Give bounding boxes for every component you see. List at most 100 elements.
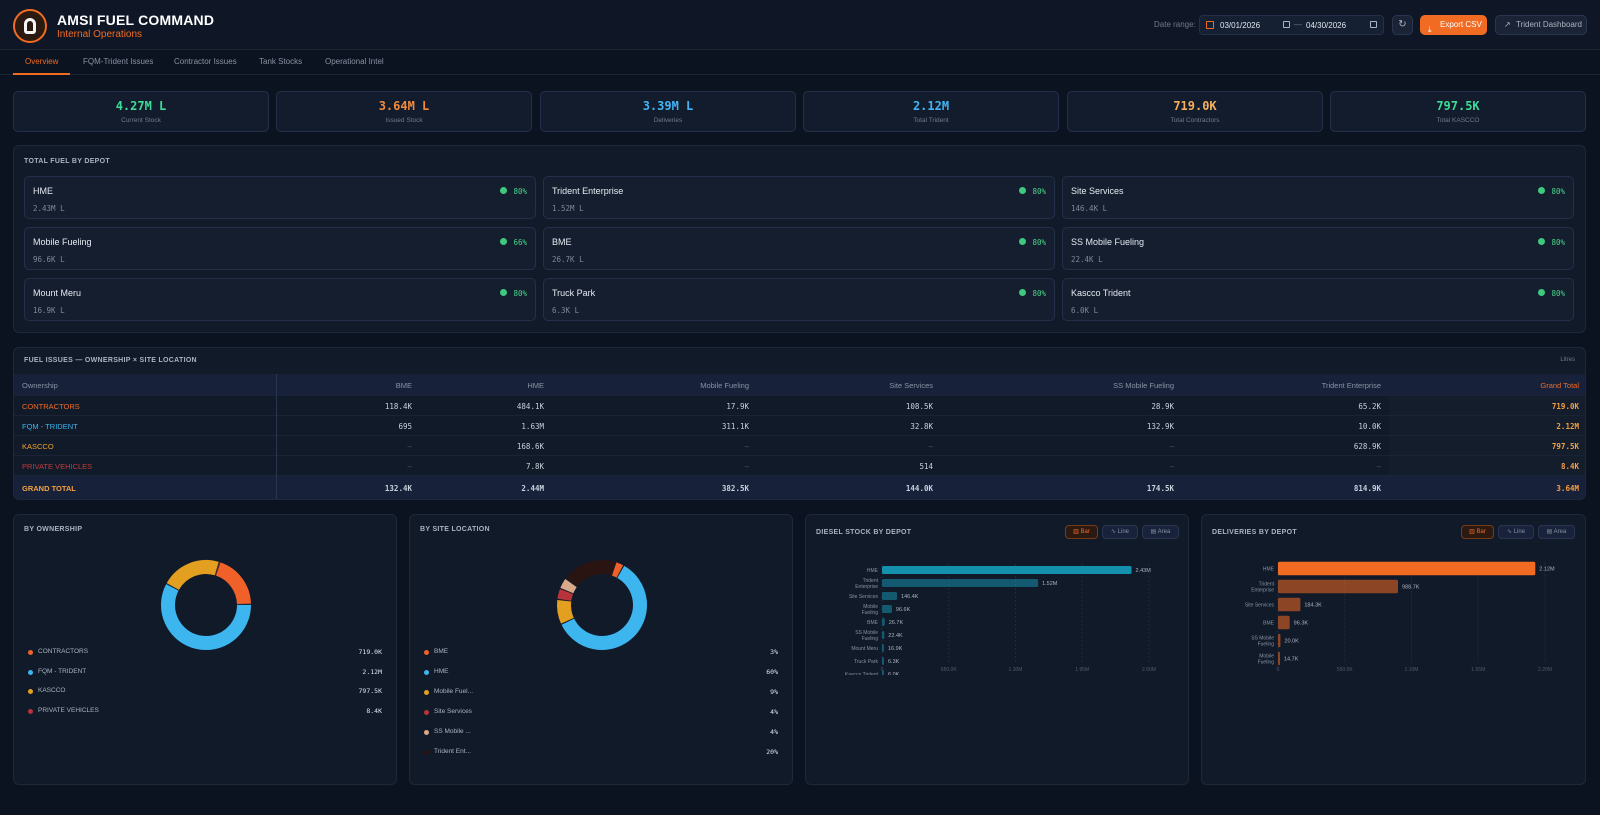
legend-item[interactable]: SS Mobile ... 4% — [410, 728, 792, 738]
depot-card[interactable]: Kascco Trident 6.0K L 80% — [1062, 278, 1574, 321]
export-csv-button[interactable]: ⤓ Export CSV — [1420, 15, 1487, 35]
tab-overview[interactable]: Overview — [25, 57, 59, 66]
depot-value: 96.6K L — [33, 255, 65, 264]
depot-name: SS Mobile Fueling — [1071, 237, 1145, 247]
toggle-area[interactable]: ▤ Area — [1538, 525, 1575, 539]
legend-item[interactable]: HME 60% — [410, 668, 792, 678]
depot-name: HME — [33, 186, 53, 196]
legend-label: BME — [434, 648, 449, 655]
bar[interactable] — [882, 618, 885, 626]
legend-item[interactable]: Site Services 4% — [410, 708, 792, 718]
donut-slice[interactable] — [161, 584, 251, 650]
donut-slice[interactable] — [611, 562, 624, 578]
donut-slice[interactable] — [557, 599, 574, 624]
kpi-deliveries: 3.39M L Deliveries — [540, 91, 796, 132]
bar[interactable] — [882, 644, 884, 652]
toggle-line[interactable]: ∿ Line — [1498, 525, 1534, 539]
donut-slice[interactable] — [166, 560, 219, 591]
date-to-input[interactable]: 04/30/2026 — [1306, 21, 1347, 30]
donut-slice[interactable] — [560, 579, 577, 594]
depot-value: 16.9K L — [33, 306, 65, 315]
bar[interactable] — [882, 592, 898, 600]
legend-label: HME — [434, 668, 449, 675]
bar[interactable] — [1278, 615, 1290, 630]
kpi-label: Current Stock — [121, 117, 161, 124]
bar[interactable] — [882, 579, 1039, 587]
tab-tank-stocks[interactable]: Tank Stocks — [259, 57, 303, 66]
depot-name: Site Services — [1071, 186, 1124, 196]
toggle-line[interactable]: ∿ Line — [1102, 525, 1138, 539]
date-to-calendar-icon[interactable] — [1370, 21, 1377, 28]
calendar-icon — [1206, 21, 1214, 29]
bar-value-label: 2.43M — [1136, 568, 1152, 574]
x-tick-label: 2.60M — [1142, 667, 1156, 673]
depot-value: 22.4K L — [1071, 255, 1103, 264]
ownership-cell: PRIVATE VEHICLES — [22, 462, 93, 471]
bar[interactable] — [1278, 561, 1536, 576]
legend-label: KASCCO — [38, 687, 66, 694]
donut-slice[interactable] — [565, 560, 616, 587]
legend-item[interactable]: BME 3% — [410, 648, 792, 658]
donut-slice[interactable] — [557, 588, 574, 601]
bar[interactable] — [1278, 579, 1398, 594]
depot-card[interactable]: Trident Enterprise 1.52M L 80% — [543, 176, 1055, 219]
legend-value: 9% — [770, 688, 778, 696]
toggle-bar[interactable]: ▥ Bar — [1065, 525, 1098, 539]
bar[interactable] — [882, 605, 892, 613]
depot-percent: 80% — [1551, 187, 1565, 196]
bar[interactable] — [1278, 651, 1280, 666]
depot-card[interactable]: HME 2.43M L 80% — [24, 176, 536, 219]
header-hme: HME — [527, 381, 544, 390]
depot-card[interactable]: BME 26.7K L 80% — [543, 227, 1055, 270]
depot-card[interactable]: Mobile Fueling 96.6K L 66% — [24, 227, 536, 270]
tab-fqm-trident-issues[interactable]: FQM-Trident Issues — [83, 57, 154, 66]
toggle-area[interactable]: ▤ Area — [1142, 525, 1179, 539]
toggle-bar[interactable]: ▥ Bar — [1461, 525, 1494, 539]
kpi-value: 3.64M L — [378, 99, 430, 113]
y-tick-label: HME — [867, 568, 879, 574]
depot-card[interactable]: Mount Meru 16.9K L 80% — [24, 278, 536, 321]
legend-label: Site Services — [434, 708, 472, 715]
bar[interactable] — [1278, 633, 1281, 648]
trident-dashboard-button[interactable]: ↗ Trident Dashboard — [1495, 15, 1587, 35]
donut-slice[interactable] — [561, 565, 647, 650]
x-tick-label: 2.20M — [1538, 667, 1552, 673]
depot-percent: 80% — [513, 289, 527, 298]
panel-title: BY OWNERSHIP — [24, 526, 83, 533]
value-cell: — — [744, 462, 749, 471]
depot-card[interactable]: Site Services 146.4K L 80% — [1062, 176, 1574, 219]
date-from-input[interactable]: 03/01/2026 — [1220, 21, 1261, 30]
status-dot-icon — [1019, 289, 1026, 296]
bar[interactable] — [882, 631, 885, 639]
bar-value-label: 96.3K — [1294, 621, 1309, 627]
date-from-calendar-icon[interactable] — [1283, 21, 1290, 28]
download-icon: ⤓ — [1428, 25, 1432, 34]
bar[interactable] — [1278, 597, 1301, 612]
grand-total-cell: 719.0K — [1551, 402, 1579, 411]
tab-operational-intel[interactable]: Operational Intel — [325, 57, 384, 66]
legend-item[interactable]: Mobile Fuel... 9% — [410, 688, 792, 698]
legend-item[interactable]: KASCCO 797.5K — [14, 687, 396, 697]
status-dot-icon — [500, 238, 507, 245]
bar-value-label: 988.7K — [1402, 585, 1420, 591]
panel-title: TOTAL FUEL BY DEPOT — [24, 158, 110, 165]
legend-item[interactable]: PRIVATE VEHICLES 8.4K — [14, 707, 396, 717]
depot-value: 2.43M L — [33, 204, 65, 213]
legend-item[interactable]: CONTRACTORS 719.0K — [14, 648, 396, 658]
y-tick-label: BME — [1263, 621, 1275, 627]
total-fuel-by-depot-panel: TOTAL FUEL BY DEPOT HME 2.43M L 80% Trident… — [13, 145, 1586, 333]
bar[interactable] — [882, 670, 884, 675]
bar[interactable] — [882, 566, 1132, 574]
tab-contractor-issues[interactable]: Contractor Issues — [174, 57, 237, 66]
legend-item[interactable]: Trident Ent... 20% — [410, 748, 792, 758]
refresh-button[interactable]: ↻ — [1392, 15, 1413, 35]
bar[interactable] — [882, 657, 884, 665]
depot-card[interactable]: SS Mobile Fueling 22.4K L 80% — [1062, 227, 1574, 270]
value-cell: 484.1K — [516, 402, 544, 411]
donut-slice[interactable] — [215, 562, 251, 605]
legend-dot-icon — [424, 670, 429, 675]
value-cell: 132.4K — [384, 484, 412, 493]
legend-item[interactable]: FQM - TRIDENT 2.12M — [14, 668, 396, 678]
depot-card[interactable]: Truck Park 6.3K L 80% — [543, 278, 1055, 321]
kpi-label: Total Contractors — [1170, 117, 1220, 124]
